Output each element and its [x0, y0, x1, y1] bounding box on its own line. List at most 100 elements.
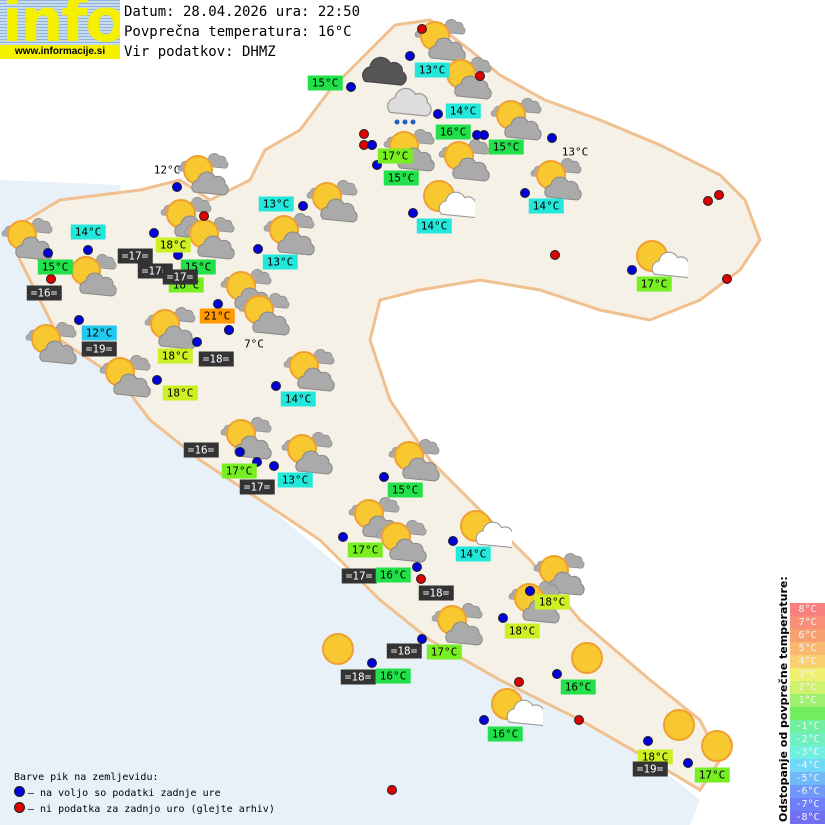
- station-dot-blue[interactable]: [271, 381, 281, 391]
- sun-cloud-icon: [219, 416, 275, 464]
- sun-cloud-icon: [437, 138, 493, 186]
- legend-title: Barve pik na zemljevidu:: [14, 772, 159, 783]
- station-dot-red[interactable]: [359, 129, 369, 139]
- station-dot-blue[interactable]: [298, 201, 308, 211]
- station-dot-red[interactable]: [416, 574, 426, 584]
- station-dot-blue[interactable]: [224, 325, 234, 335]
- station-dot-blue[interactable]: [433, 109, 443, 119]
- station-dot-blue[interactable]: [367, 658, 377, 668]
- air-temperature-label: 17°C: [347, 542, 383, 558]
- air-temperature-label: 13°C: [414, 62, 450, 78]
- air-temperature-label: 18°C: [155, 237, 191, 253]
- station-dot-red[interactable]: [514, 677, 524, 687]
- station-dot-blue[interactable]: [379, 472, 389, 482]
- station-dot-blue[interactable]: [479, 130, 489, 140]
- station-dot-blue[interactable]: [346, 82, 356, 92]
- air-temperature-label: 13°C: [258, 196, 294, 212]
- scale-step: 6°C: [790, 629, 825, 642]
- scale-step: 7°C: [790, 616, 825, 629]
- station-dot-blue[interactable]: [252, 457, 262, 467]
- station-dot-blue[interactable]: [192, 337, 202, 347]
- station-dot-blue[interactable]: [417, 634, 427, 644]
- sea-area: [0, 180, 700, 825]
- station-dot-blue[interactable]: [520, 188, 530, 198]
- sea-temperature-label: =16=: [183, 442, 219, 458]
- station-dot-blue[interactable]: [372, 160, 382, 170]
- scale-step: -7°C: [790, 798, 825, 811]
- sun-cloud-icon: [374, 519, 430, 567]
- station-dot-blue[interactable]: [269, 461, 279, 471]
- station-dot-red[interactable]: [703, 196, 713, 206]
- station-dot-red[interactable]: [387, 785, 397, 795]
- station-dot-blue[interactable]: [43, 248, 53, 258]
- scale-step: 3°C: [790, 668, 825, 681]
- station-dot-red[interactable]: [722, 274, 732, 284]
- air-temperature-label: 16°C: [560, 679, 596, 695]
- sea-temperature-label: =18=: [198, 351, 234, 367]
- air-temperature-label: 15°C: [383, 170, 419, 186]
- station-dot-blue[interactable]: [83, 245, 93, 255]
- scale-step: -1°C: [790, 720, 825, 733]
- scale-step: -6°C: [790, 785, 825, 798]
- air-temperature-label: 15°C: [307, 75, 343, 91]
- legend-red-text: – ni podatka za zadnjo uro (glejte arhiv…: [28, 804, 275, 815]
- station-dot-blue[interactable]: [338, 532, 348, 542]
- sun-cloud-icon: [430, 602, 486, 650]
- station-dot-blue[interactable]: [643, 736, 653, 746]
- legend: Barve pik na zemljevidu: – na voljo so p…: [14, 770, 275, 818]
- station-dot-blue[interactable]: [627, 265, 637, 275]
- station-dot-blue[interactable]: [552, 669, 562, 679]
- air-temperature-label: 17°C: [426, 644, 462, 660]
- air-temperature-label: 16°C: [375, 668, 411, 684]
- station-dot-blue[interactable]: [152, 375, 162, 385]
- air-temperature-label: 18°C: [637, 749, 673, 765]
- station-dot-blue[interactable]: [498, 613, 508, 623]
- air-temperature-label: 13°C: [277, 472, 313, 488]
- station-dot-blue[interactable]: [74, 315, 84, 325]
- station-dot-blue[interactable]: [235, 447, 245, 457]
- scale-step: -4°C: [790, 759, 825, 772]
- station-dot-red[interactable]: [199, 211, 209, 221]
- air-temperature-label: 18°C: [162, 385, 198, 401]
- legend-blue-text: – na voljo so podatki zadnje ure: [28, 788, 221, 799]
- station-dot-blue[interactable]: [448, 536, 458, 546]
- station-dot-red[interactable]: [714, 190, 724, 200]
- station-dot-red[interactable]: [46, 274, 56, 284]
- station-dot-red[interactable]: [574, 715, 584, 725]
- sun-icon: [320, 631, 356, 671]
- station-dot-blue[interactable]: [253, 244, 263, 254]
- station-dot-blue[interactable]: [412, 562, 422, 572]
- air-temperature-label: 17°C: [694, 767, 730, 783]
- station-dot-red[interactable]: [550, 250, 560, 260]
- date-line: Datum: 28.04.2026 ura: 22:50: [124, 4, 361, 20]
- station-dot-blue[interactable]: [405, 51, 415, 61]
- sun-cloud-icon: [387, 438, 443, 486]
- station-dot-red[interactable]: [417, 24, 427, 34]
- rain-cloud-icon: [377, 86, 433, 134]
- sun-cloud-icon: [237, 292, 293, 340]
- sun-cloud-icon: [98, 354, 154, 402]
- station-dot-blue[interactable]: [408, 208, 418, 218]
- sea-temperature-label: =18=: [340, 669, 376, 685]
- station-dot-blue[interactable]: [149, 228, 159, 238]
- sun-icon: [699, 728, 735, 768]
- station-dot-blue[interactable]: [683, 758, 693, 768]
- sun-cloud-icon: [24, 321, 80, 369]
- sea-temperature-label: =18=: [418, 585, 454, 601]
- air-temperature-label: 7°C: [244, 337, 264, 351]
- station-dot-blue[interactable]: [367, 140, 377, 150]
- sun-cloud-icon: [529, 157, 585, 205]
- logo-text: info: [2, 0, 120, 45]
- scale-step: -3°C: [790, 746, 825, 759]
- legend-blue-row: – na voljo so podatki zadnje ure: [14, 786, 275, 802]
- logo[interactable]: info: [0, 0, 120, 45]
- sun-cloud-icon: [489, 97, 545, 145]
- station-dot-blue[interactable]: [172, 182, 182, 192]
- station-dot-blue[interactable]: [213, 299, 223, 309]
- station-dot-blue[interactable]: [547, 133, 557, 143]
- station-dot-red[interactable]: [475, 71, 485, 81]
- station-dot-blue[interactable]: [479, 715, 489, 725]
- logo-url-link[interactable]: www.informacije.si: [0, 45, 120, 59]
- station-dot-blue[interactable]: [525, 586, 535, 596]
